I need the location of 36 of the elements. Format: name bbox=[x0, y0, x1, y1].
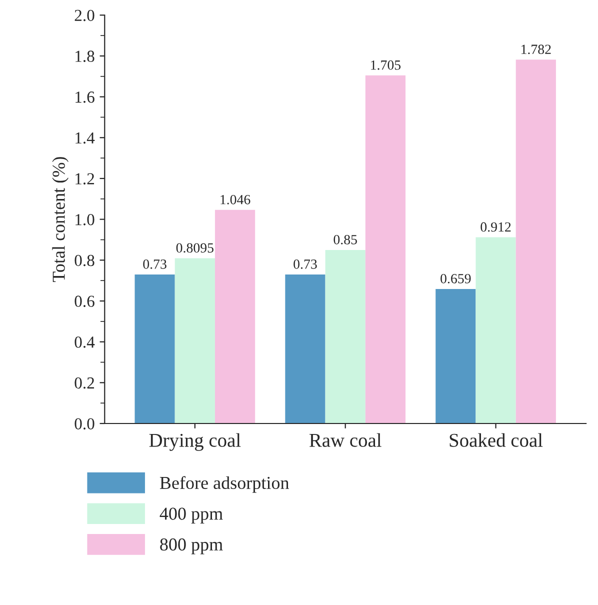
x-tick-label: Raw coal bbox=[309, 433, 382, 447]
x-tick-label: Soaked coal bbox=[450, 433, 543, 447]
bar bbox=[325, 250, 366, 424]
text: 1.0 bbox=[76, 214, 94, 226]
text: 0.2 bbox=[74, 377, 94, 389]
text: 0.6 bbox=[74, 296, 94, 308]
data-label: 0.912 bbox=[480, 222, 511, 232]
data-label: 1.782 bbox=[521, 44, 551, 54]
text: 2.0 bbox=[74, 10, 94, 22]
bar bbox=[365, 75, 406, 424]
legend-label: 800 ppm bbox=[160, 538, 223, 554]
data-label: 0.659 bbox=[440, 274, 471, 284]
text: 1.4 bbox=[76, 132, 95, 144]
data-label: 1.046 bbox=[220, 194, 250, 204]
text: 1.6 bbox=[76, 92, 94, 103]
bar bbox=[174, 258, 215, 424]
data-label: 0.85 bbox=[334, 234, 357, 244]
text: 1.8 bbox=[76, 50, 94, 62]
bar bbox=[214, 210, 256, 424]
data-label: 0.8095 bbox=[176, 243, 214, 253]
bar bbox=[285, 274, 326, 424]
legend-label: Before adsorption bbox=[160, 476, 290, 493]
bar bbox=[134, 274, 175, 424]
text: 0.4 bbox=[74, 336, 95, 348]
text: 1.2 bbox=[76, 173, 94, 184]
bar bbox=[476, 237, 516, 424]
legend-label: 400 ppm bbox=[160, 508, 223, 524]
bar bbox=[516, 60, 556, 424]
data-label: 1.705 bbox=[371, 60, 401, 70]
data-label: 0.73 bbox=[143, 259, 166, 269]
data-label: 0.73 bbox=[294, 259, 317, 269]
bar bbox=[436, 288, 476, 424]
y-axis-title: Total content (%) bbox=[52, 157, 69, 282]
text: 0.8 bbox=[74, 254, 94, 266]
text: 0.0 bbox=[74, 418, 94, 430]
x-tick-label: Drying coal bbox=[149, 433, 241, 451]
